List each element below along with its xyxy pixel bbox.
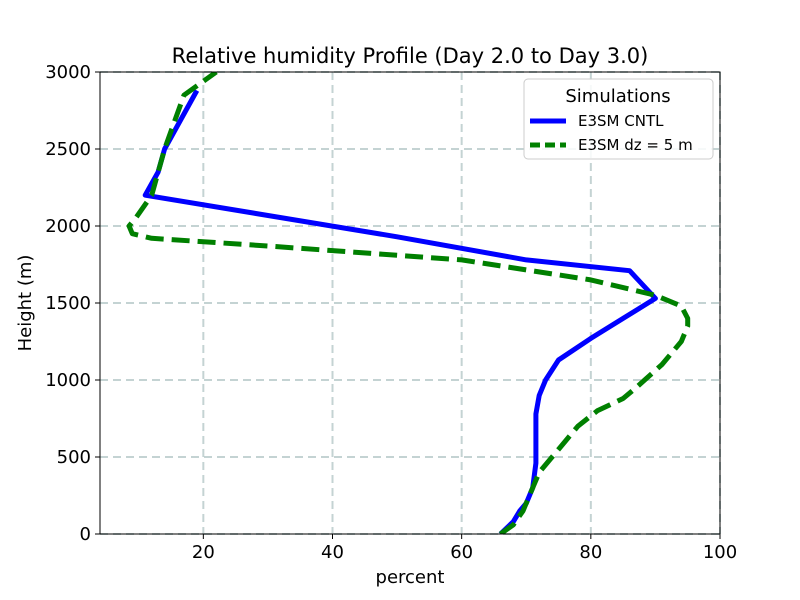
x-tick-label: 80 xyxy=(579,542,602,563)
x-tick-label: 60 xyxy=(450,542,473,563)
x-tick-label: 40 xyxy=(321,542,344,563)
legend: Simulations E3SM CNTL E3SM dz = 5 m xyxy=(523,78,714,160)
y-tick-label: 1500 xyxy=(45,293,91,314)
chart-title: Relative humidity Profile (Day 2.0 to Da… xyxy=(172,44,649,68)
data-series xyxy=(126,72,691,534)
x-tick-label: 100 xyxy=(703,542,737,563)
y-axis-label: Height (m) xyxy=(15,255,36,352)
legend-box xyxy=(523,78,714,160)
legend-title: Simulations xyxy=(565,86,670,107)
y-tick-label: 500 xyxy=(57,447,91,468)
y-tick-label: 3000 xyxy=(45,62,91,83)
y-tick-label: 2500 xyxy=(45,139,91,160)
legend-label: E3SM dz = 5 m xyxy=(578,136,693,154)
y-tick-label: 1000 xyxy=(45,370,91,391)
legend-label: E3SM CNTL xyxy=(578,112,664,130)
y-tick-label: 2000 xyxy=(45,216,91,237)
series-line-e3sm-dz-5m xyxy=(126,72,691,534)
series-line-e3sm-cntl xyxy=(142,89,658,534)
y-tick-label: 0 xyxy=(80,524,91,545)
x-tick-label: 20 xyxy=(192,542,215,563)
x-axis-label: percent xyxy=(376,567,445,588)
